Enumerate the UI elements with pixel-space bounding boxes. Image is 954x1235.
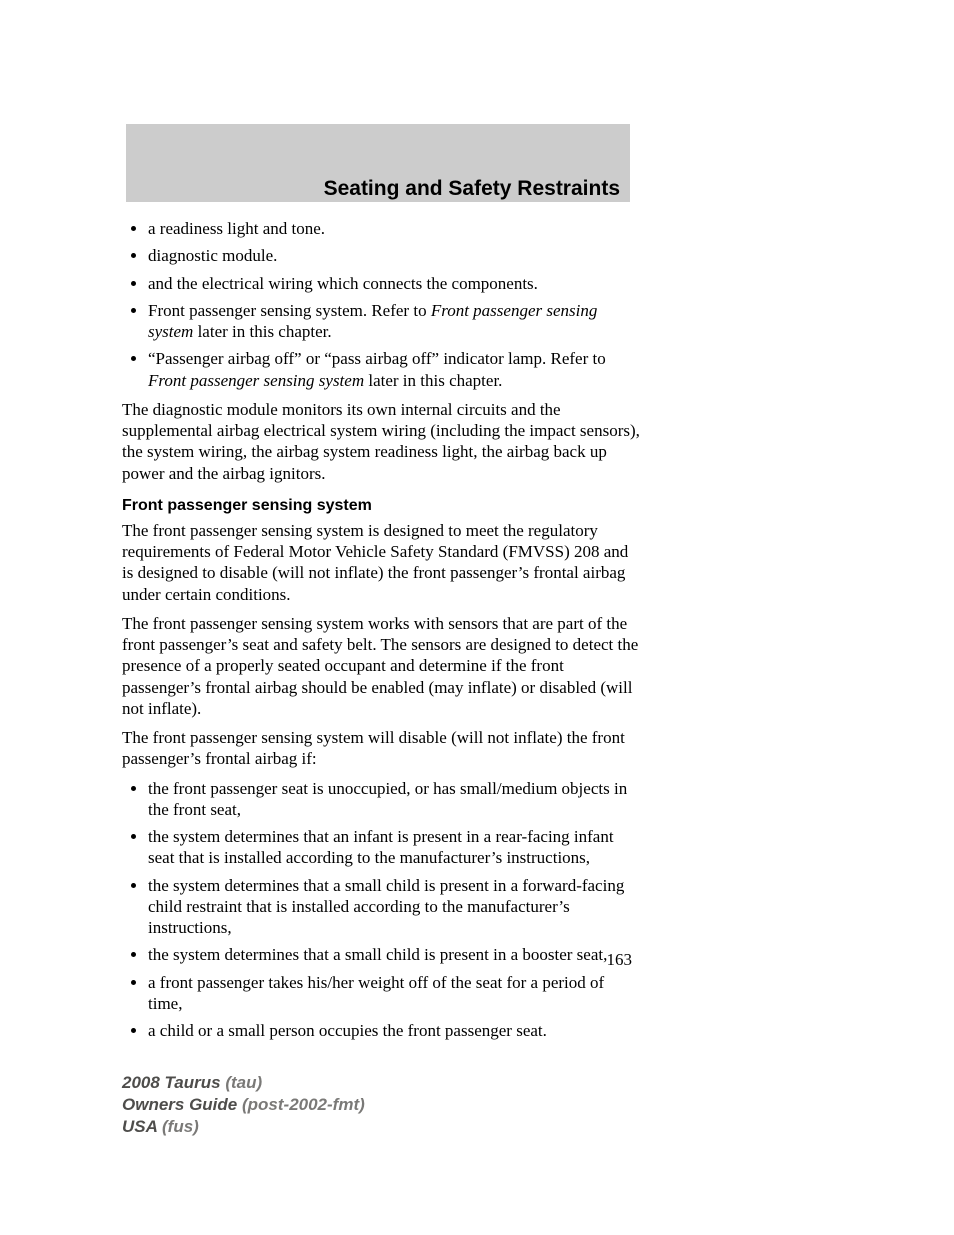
footer-bold: 2008 Taurus: [122, 1073, 225, 1092]
chapter-title: Seating and Safety Restraints: [126, 177, 630, 201]
list-item: the system determines that a small child…: [148, 875, 642, 939]
text: “Passenger airbag off” or “pass airbag o…: [148, 349, 606, 368]
text: later in this chapter.: [364, 371, 502, 390]
text: Front passenger sensing system. Refer to: [148, 301, 431, 320]
list-item: and the electrical wiring which connects…: [148, 273, 642, 294]
footer: 2008 Taurus (tau) Owners Guide (post-200…: [122, 1072, 365, 1138]
footer-line: 2008 Taurus (tau): [122, 1072, 365, 1094]
page-number: 163: [122, 950, 632, 970]
footer-light: (fus): [162, 1117, 199, 1136]
content-area: a readiness light and tone. diagnostic m…: [122, 218, 642, 1047]
footer-light: (post-2002-fmt): [242, 1095, 365, 1114]
top-bullet-list: a readiness light and tone. diagnostic m…: [122, 218, 642, 391]
footer-line: USA (fus): [122, 1116, 365, 1138]
paragraph: The front passenger sensing system is de…: [122, 520, 642, 605]
paragraph: The diagnostic module monitors its own i…: [122, 399, 642, 484]
list-item: Front passenger sensing system. Refer to…: [148, 300, 642, 343]
list-item: the system determines that an infant is …: [148, 826, 642, 869]
paragraph: The front passenger sensing system will …: [122, 727, 642, 770]
paragraph: The front passenger sensing system works…: [122, 613, 642, 719]
footer-bold: USA: [122, 1117, 162, 1136]
list-item: diagnostic module.: [148, 245, 642, 266]
list-item: a front passenger takes his/her weight o…: [148, 972, 642, 1015]
bottom-bullet-list: the front passenger seat is unoccupied, …: [122, 778, 642, 1042]
list-item: “Passenger airbag off” or “pass airbag o…: [148, 348, 642, 391]
page: Seating and Safety Restraints a readines…: [0, 0, 954, 1235]
list-item: a readiness light and tone.: [148, 218, 642, 239]
text: later in this chapter.: [193, 322, 331, 341]
list-item: the front passenger seat is unoccupied, …: [148, 778, 642, 821]
italic-text: Front passenger sensing system: [148, 371, 364, 390]
footer-bold: Owners Guide: [122, 1095, 242, 1114]
subheading: Front passenger sensing system: [122, 496, 642, 516]
footer-light: (tau): [225, 1073, 262, 1092]
list-item: a child or a small person occupies the f…: [148, 1020, 642, 1041]
footer-line: Owners Guide (post-2002-fmt): [122, 1094, 365, 1116]
